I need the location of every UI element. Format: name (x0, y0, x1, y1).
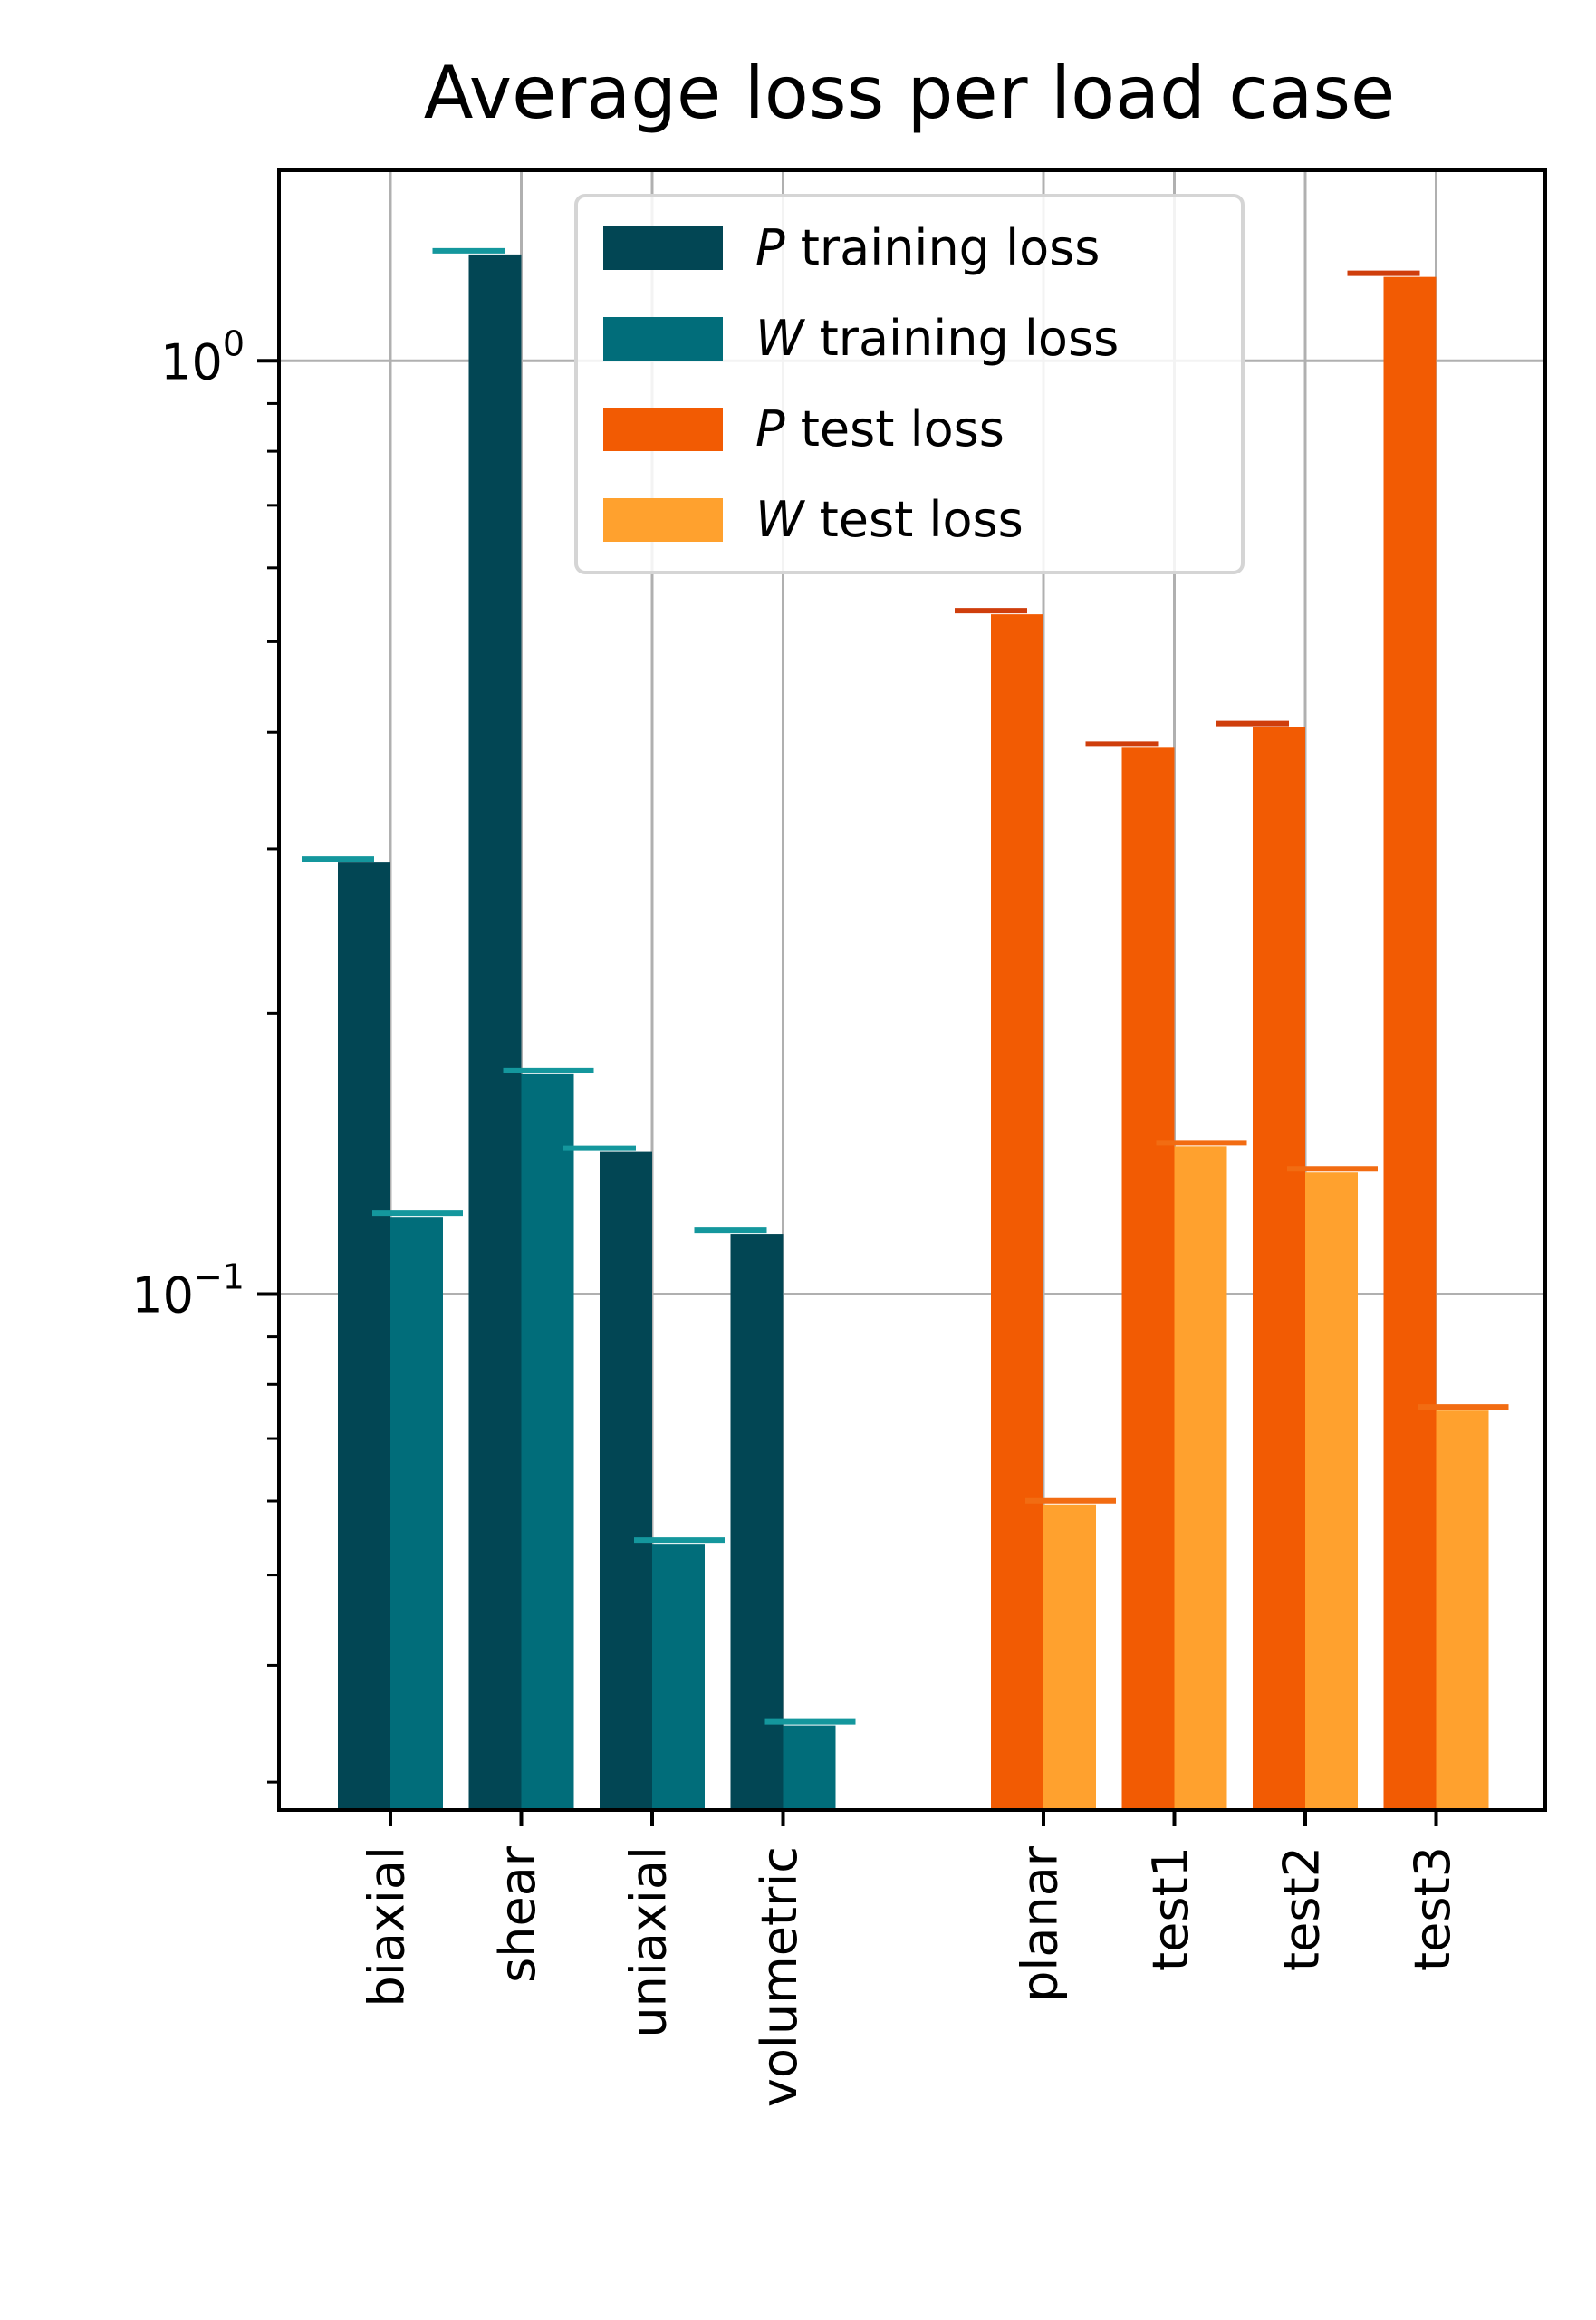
x-tick-label-uniaxial: uniaxial (620, 1846, 678, 2038)
bar-w-test-test2 (1305, 1172, 1358, 1810)
legend-label: W training loss (755, 310, 1119, 367)
bars (338, 254, 1489, 1811)
legend-box (574, 194, 1245, 574)
plot-frame (277, 168, 1547, 1812)
axis-ticks: biaxial shear uniaxial volumetric planar test… (131, 323, 1461, 2107)
legend-swatch (603, 226, 723, 270)
bar-p-test-test2 (1253, 727, 1305, 1810)
y-tick-label: 100 (160, 323, 245, 390)
bar-p-test-planar (991, 614, 1043, 1810)
x-tick-label-test2: test2 (1274, 1846, 1331, 1971)
x-tick-label-volumetric: volumetric (751, 1846, 808, 2107)
bar-w-training-biaxial (390, 1217, 443, 1810)
y-tick-label: 10−1 (131, 1256, 245, 1324)
x-tick-label-test1: test1 (1142, 1846, 1199, 1971)
x-tick-label-test3: test3 (1404, 1846, 1461, 1971)
bar-w-test-test3 (1436, 1410, 1489, 1810)
bar-p-training-volumetric (730, 1234, 784, 1810)
x-tick-label-biaxial: biaxial (359, 1846, 416, 2007)
bar-w-test-planar (1043, 1504, 1096, 1810)
bar-p-training-biaxial (338, 862, 390, 1811)
chart-title: Average loss per load case (424, 51, 1396, 135)
x-tick-label-shear: shear (489, 1845, 546, 1983)
bar-p-test-test1 (1121, 747, 1175, 1810)
bar-p-training-uniaxial (600, 1151, 652, 1810)
bar-p-test-test3 (1383, 276, 1437, 1810)
bar-w-test-test1 (1174, 1146, 1227, 1810)
legend-label: P test loss (755, 400, 1005, 457)
error-caps (302, 247, 1509, 1725)
bar-w-training-uniaxial (652, 1544, 705, 1810)
bar-p-training-shear (468, 254, 522, 1811)
bar-w-training-shear (521, 1073, 574, 1810)
legend: P training loss W training loss P test los… (574, 194, 1245, 574)
legend-swatch (603, 408, 723, 451)
bar-w-training-volumetric (783, 1725, 836, 1810)
x-tick-label-planar: planar (1012, 1845, 1069, 2002)
legend-label: W test loss (755, 491, 1024, 548)
legend-label: P training loss (755, 219, 1100, 276)
legend-swatch (603, 498, 723, 542)
legend-swatch (603, 317, 723, 361)
